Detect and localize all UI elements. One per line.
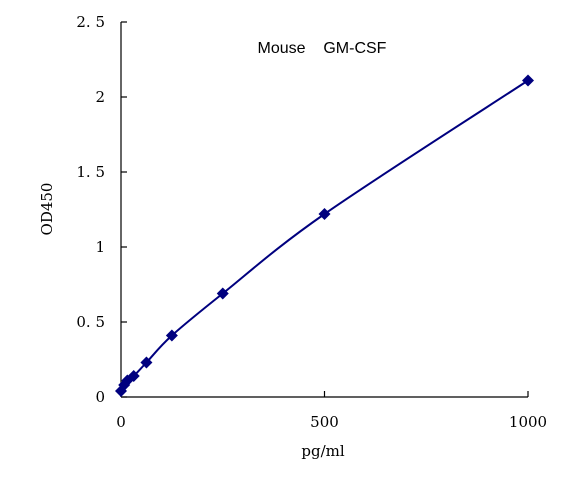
chart-title: Mouse GM-CSF	[258, 40, 387, 57]
fit-curve	[120, 79, 529, 392]
x-tick-label: 500	[310, 413, 339, 431]
data-point-marker	[318, 208, 331, 220]
data-point-marker	[140, 356, 153, 369]
data-point-marker	[216, 287, 229, 300]
x-axis-ticks: 0 500 1000	[116, 391, 547, 431]
y-axis-ticks: 0 0. 5 1 1. 5 2 2. 5	[76, 13, 127, 406]
y-tick-label: 2. 5	[76, 13, 105, 31]
x-tick-label: 1000	[509, 413, 547, 431]
data-point-marker	[165, 329, 178, 342]
x-axis-title: pg/ml	[301, 442, 344, 460]
y-tick-label: 1. 5	[76, 163, 105, 181]
y-tick-label: 1	[95, 238, 105, 256]
plot-area: 0 0. 5 1 1. 5 2 2. 5 0 500 1000	[76, 13, 547, 431]
data-points	[115, 74, 534, 397]
y-tick-label: 0	[95, 388, 105, 406]
y-tick-label: 2	[95, 88, 105, 106]
data-point-marker	[127, 370, 140, 382]
data-point-marker	[118, 379, 131, 391]
data-point-marker	[522, 74, 534, 87]
y-axis-title: OD450	[38, 183, 56, 236]
y-tick-label: 0. 5	[76, 313, 105, 331]
x-tick-label: 0	[116, 413, 126, 431]
